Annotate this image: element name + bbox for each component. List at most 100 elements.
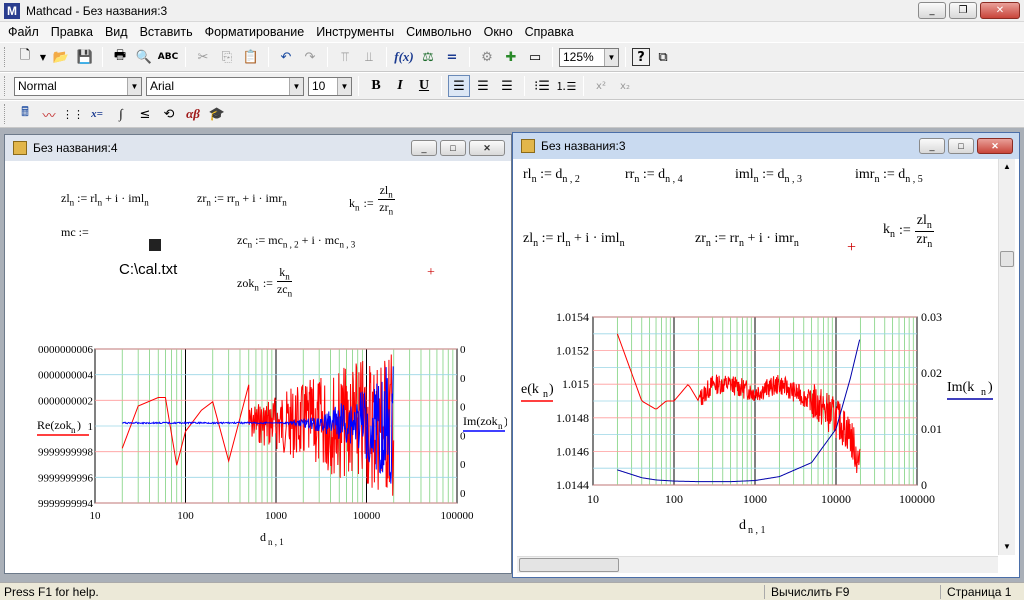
rr-definition[interactable]: rrn := dn , 4 xyxy=(625,167,683,185)
zok-plot[interactable]: 0000000006 0000000004 0000000002 1 999999999… xyxy=(9,337,507,547)
y2-axis-label-end: ) xyxy=(988,380,993,395)
document-titlebar[interactable]: Без названия:3 _ □ ✕ xyxy=(513,133,1019,159)
calculus-icon[interactable]: ∫ xyxy=(119,106,123,121)
menu-tools[interactable]: Инструменты xyxy=(316,25,395,39)
iml-definition[interactable]: imln := dn , 3 xyxy=(735,167,802,185)
evaluation-icon[interactable]: x= xyxy=(91,108,103,120)
y2-tick-label: 0.02 xyxy=(921,366,942,380)
insert-unit-icon[interactable]: ⚖ xyxy=(422,49,434,65)
document-window-4[interactable]: Без названия:4 _ □ ✕ zln := rln + i · im… xyxy=(4,134,512,574)
scroll-up-icon[interactable]: ▲ xyxy=(1003,162,1011,171)
document-titlebar[interactable]: Без названия:4 _ □ ✕ xyxy=(5,135,511,161)
context-help-icon[interactable]: ⧉ xyxy=(658,49,668,65)
vertical-scroll-thumb[interactable] xyxy=(1000,251,1014,267)
menu-insert[interactable]: Вставить xyxy=(139,25,193,39)
greek-icon[interactable]: αβ xyxy=(186,106,200,121)
boolean-icon[interactable]: ≤ xyxy=(139,106,151,122)
y-axis-label: Re(zok xyxy=(37,418,72,432)
align-left-icon[interactable]: ☰ xyxy=(448,75,470,97)
align-right-icon[interactable]: ☰ xyxy=(501,78,513,94)
imr-definition[interactable]: imrn := dn , 5 xyxy=(855,167,923,185)
menu-edit[interactable]: Правка xyxy=(50,25,93,39)
worksheet-3[interactable]: rln := dn , 2 rrn := dn , 4 imln := dn ,… xyxy=(517,159,998,556)
worksheet-4[interactable]: zln := rln + i · imln zrn := rrn + i · i… xyxy=(9,161,507,569)
calculate-icon[interactable]: = xyxy=(446,49,458,65)
file-read-icon xyxy=(149,239,161,251)
matrix-icon[interactable]: ⋮⋮ xyxy=(62,107,84,121)
doc-minimize-button[interactable]: _ xyxy=(919,138,945,154)
symbolic-icon[interactable]: 🎓 xyxy=(208,106,226,122)
graph-icon[interactable]: 〰 xyxy=(42,108,56,124)
menu-format[interactable]: Форматирование xyxy=(204,25,305,39)
doc-close-button[interactable]: ✕ xyxy=(469,140,505,156)
toolbar-grip[interactable] xyxy=(4,76,8,96)
doc-minimize-button[interactable]: _ xyxy=(411,140,437,156)
zr-definition[interactable]: zrn := rrn + i · imrn xyxy=(695,231,799,249)
doc-maximize-button[interactable]: □ xyxy=(948,138,974,154)
bullet-list-icon[interactable]: ⁝☰ xyxy=(534,78,550,94)
rl-definition[interactable]: rln := dn , 2 xyxy=(523,167,580,185)
print-preview-icon[interactable]: 🔍 xyxy=(135,49,153,65)
file-path[interactable]: C:\cal.txt xyxy=(119,261,178,278)
menu-file[interactable]: Файл xyxy=(8,25,39,39)
mc-definition[interactable]: mc := xyxy=(61,225,89,239)
help-icon[interactable]: ? xyxy=(632,48,650,66)
doc-close-button[interactable]: ✕ xyxy=(977,138,1013,154)
new-document-icon[interactable]: 🗋 xyxy=(19,48,31,63)
zl-definition[interactable]: zln := rln + i · imln xyxy=(523,231,625,249)
menu-help[interactable]: Справка xyxy=(524,25,574,39)
horizontal-scrollbar[interactable] xyxy=(517,556,998,573)
zc-definition[interactable]: zcn := mcn , 2 + i · mcn , 3 xyxy=(237,233,356,250)
new-dropdown-icon[interactable]: ▼ xyxy=(39,52,47,62)
restore-button[interactable]: ❐ xyxy=(949,2,977,19)
spell-check-icon[interactable]: ABC xyxy=(157,52,179,62)
copy-icon[interactable]: ⎘ xyxy=(221,49,233,65)
resources-icon[interactable]: ✚ xyxy=(505,49,517,65)
bold-button[interactable]: B xyxy=(371,78,381,93)
font-size-select[interactable]: 10 ▼ xyxy=(308,76,352,96)
k-definition[interactable]: kn := zln zrn xyxy=(883,213,934,250)
insert-function-icon[interactable]: f(x) xyxy=(394,49,414,64)
zok-definition[interactable]: zokn := kn zcn xyxy=(237,265,293,299)
italic-button[interactable]: I xyxy=(397,78,403,93)
font-select[interactable]: Arial ▼ xyxy=(146,76,304,96)
scroll-down-icon[interactable]: ▼ xyxy=(1003,542,1011,551)
print-icon[interactable]: 🖶 xyxy=(113,48,127,63)
toolbar-grip[interactable] xyxy=(4,104,8,124)
k-plot[interactable]: 1.0154 1.0152 1.015 1.0148 1.0146 1.0144 0.03 0… xyxy=(517,305,997,545)
vertical-scrollbar[interactable]: ▲ ▼ xyxy=(998,159,1015,555)
underline-button[interactable]: U xyxy=(418,78,430,93)
open-folder-icon[interactable]: 📂 xyxy=(52,49,70,65)
superscript-icon[interactable]: x² xyxy=(596,80,606,92)
close-button[interactable]: ✕ xyxy=(980,2,1020,19)
subscript-icon[interactable]: x₂ xyxy=(620,80,630,92)
calculator-icon[interactable]: 🖩 xyxy=(21,105,29,120)
doc-maximize-button[interactable]: □ xyxy=(440,140,466,156)
menu-view[interactable]: Вид xyxy=(104,25,128,39)
programming-icon[interactable]: ⟲ xyxy=(163,106,175,122)
menu-symbolics[interactable]: Символьно xyxy=(406,25,472,39)
menu-window[interactable]: Окно xyxy=(483,25,513,39)
save-icon[interactable]: 💾 xyxy=(76,49,94,65)
window-icon[interactable]: ▭ xyxy=(528,49,542,65)
status-calculate[interactable]: Вычислить F9 xyxy=(764,584,940,599)
zl-definition[interactable]: zln := rln + i · imln xyxy=(61,191,149,208)
toolbar-separator xyxy=(386,47,387,67)
toolbar-grip[interactable] xyxy=(4,47,8,67)
k-definition[interactable]: kn := zln zrn xyxy=(349,183,395,217)
undo-icon[interactable]: ↶ xyxy=(280,49,292,65)
minimize-button[interactable]: _ xyxy=(918,2,946,19)
redo-icon[interactable]: ↷ xyxy=(304,49,316,65)
cut-icon[interactable]: ✂ xyxy=(197,49,209,65)
align-top-icon[interactable]: ⫪ xyxy=(341,49,349,65)
component-icon[interactable]: ⚙ xyxy=(481,49,493,65)
horizontal-scroll-thumb[interactable] xyxy=(519,558,619,572)
paste-icon[interactable]: 📋 xyxy=(242,49,260,65)
align-center-icon[interactable]: ☰ xyxy=(477,78,489,94)
align-down-icon[interactable]: ⫫ xyxy=(365,49,373,65)
document-window-3[interactable]: Без названия:3 _ □ ✕ rln := dn , 2 rrn :… xyxy=(512,132,1020,578)
zr-definition[interactable]: zrn := rrn + i · imrn xyxy=(197,191,287,208)
zoom-select[interactable]: 125% ▼ xyxy=(559,47,619,67)
style-select[interactable]: Normal ▼ xyxy=(14,76,142,96)
numbered-list-icon[interactable]: ⒈☰ xyxy=(555,80,577,93)
